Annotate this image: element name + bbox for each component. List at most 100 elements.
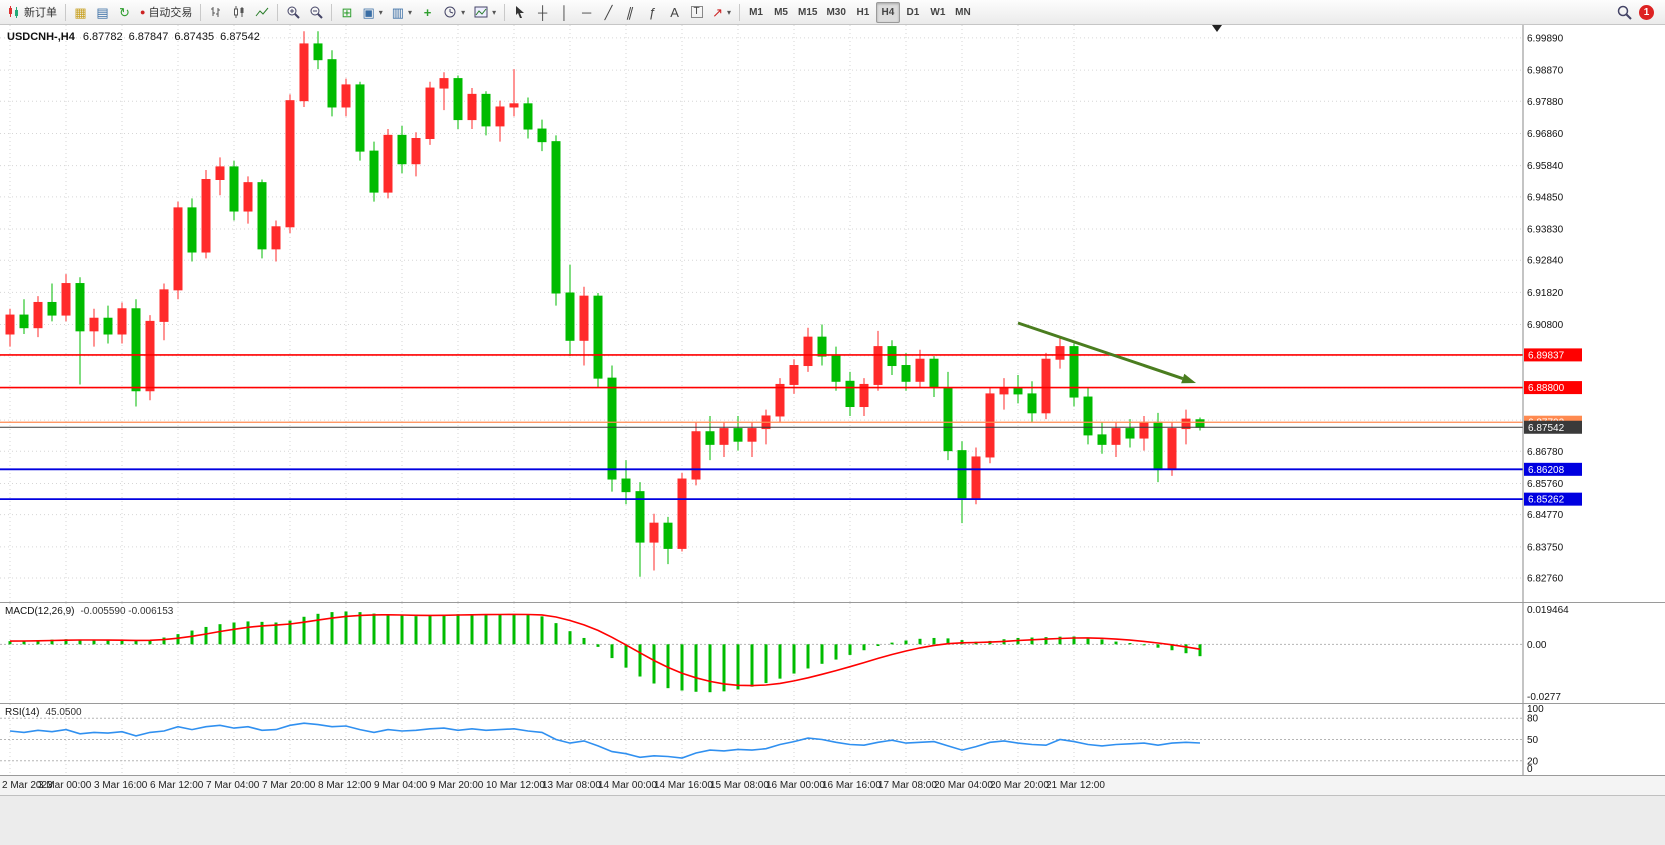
chevron-down-icon: ▾: [492, 7, 497, 17]
svg-text:6.98870: 6.98870: [1527, 66, 1564, 77]
template-button[interactable]: ▾: [470, 2, 500, 23]
price-tag: 6.85262: [1524, 492, 1582, 506]
candles-series: [5, 31, 1205, 577]
text-tool-button[interactable]: A: [664, 2, 685, 23]
close-value: 6.87542: [220, 31, 260, 43]
trendline-button[interactable]: ╱: [598, 2, 619, 23]
candlestick-chart-icon: [234, 6, 244, 18]
svg-text:6.91820: 6.91820: [1527, 288, 1564, 299]
svg-text:6.88800: 6.88800: [1528, 383, 1565, 394]
tile-windows-icon: ⊞: [341, 4, 353, 20]
text-tool-icon: A: [670, 4, 679, 20]
svg-text:6.82760: 6.82760: [1527, 574, 1564, 585]
zoom-out-button[interactable]: [305, 2, 327, 23]
new-chart-button[interactable]: ▦: [70, 2, 91, 23]
low-value: 6.87435: [174, 31, 215, 43]
label-tool-button[interactable]: T: [686, 2, 707, 23]
svg-text:0: 0: [1527, 764, 1533, 775]
arrows-tool-button[interactable]: ↗ ▾: [708, 2, 735, 23]
price-chart-panel[interactable]: 6.99890 6.98870 6.97880 6.96860 6.95840 6.948…: [0, 25, 1665, 603]
timeframe-m1[interactable]: M1: [744, 2, 768, 23]
svg-text:6.95840: 6.95840: [1527, 161, 1564, 172]
arrows-tool-icon: ↗: [712, 4, 723, 20]
channel-button[interactable]: ∥: [620, 2, 641, 23]
bar-chart-button[interactable]: [205, 2, 227, 23]
svg-text:6.86780: 6.86780: [1527, 447, 1564, 458]
cascade-windows-button[interactable]: ▣ ▾: [358, 2, 386, 23]
arrange-windows-button[interactable]: ▥ ▾: [388, 2, 416, 23]
timeframe-h4[interactable]: H4: [875, 1, 900, 23]
zoom-out-icon: [310, 6, 324, 19]
trendline-icon: ╱: [604, 4, 613, 20]
vertical-line-button[interactable]: │: [554, 2, 575, 23]
profiles-button[interactable]: ▤: [92, 2, 113, 23]
time-axis-label: 14 Mar 00:00: [598, 780, 657, 791]
timeframe-w1[interactable]: W1: [926, 2, 950, 23]
time-axis-label: 9 Mar 20:00: [430, 780, 484, 791]
fibonacci-icon: ƒ: [648, 4, 657, 20]
rsi-name: RSI(14): [5, 707, 40, 718]
zoom-in-button[interactable]: [282, 2, 304, 23]
line-chart-icon: [256, 7, 269, 17]
time-axis-label: 9 Mar 04:00: [374, 780, 428, 791]
macd-plot[interactable]: 0.019464 0.00 -0.0277: [0, 603, 1665, 703]
timeframe-m30[interactable]: M30: [822, 2, 849, 23]
fibonacci-button[interactable]: ƒ: [642, 2, 663, 23]
svg-text:6.89837: 6.89837: [1528, 350, 1565, 361]
search-icon[interactable]: [1617, 5, 1632, 20]
svg-text:0.00: 0.00: [1527, 640, 1547, 651]
new-order-button[interactable]: 新订单: [3, 2, 61, 23]
time-axis-label: 3 Mar 00:00: [38, 780, 92, 791]
rsi-label: RSI(14) 45.0500: [5, 707, 82, 718]
notification-badge[interactable]: 1: [1639, 4, 1654, 20]
high-value: 6.87847: [128, 31, 169, 43]
autotrading-button[interactable]: ● 自动交易: [136, 2, 196, 23]
candlestick-chart-button[interactable]: [228, 2, 250, 23]
svg-text:6.96860: 6.96860: [1527, 129, 1564, 140]
vertical-line-icon: │: [560, 4, 569, 20]
svg-text:50: 50: [1527, 735, 1539, 746]
time-axis[interactable]: 2 Mar 2023 3 Mar 00:00 3 Mar 16:00 6 Mar 12…: [0, 776, 1665, 796]
timeframe-h1[interactable]: H1: [851, 2, 875, 23]
candlestick-chart[interactable]: 6.99890 6.98870 6.97880 6.96860 6.95840 6.948…: [0, 25, 1665, 602]
chart-shift-button[interactable]: +: [417, 2, 438, 23]
macd-panel[interactable]: 0.019464 0.00 -0.0277 MACD(12,26,9) -0.0055…: [0, 603, 1665, 704]
toolbar-separator: [200, 3, 202, 21]
time-axis-label: 10 Mar 12:00: [486, 780, 545, 791]
timeframe-mn[interactable]: MN: [951, 2, 975, 23]
svg-text:80: 80: [1527, 714, 1539, 725]
time-axis-label: 8 Mar 12:00: [318, 780, 372, 791]
svg-text:0.019464: 0.019464: [1527, 605, 1569, 616]
rsi-line: [9, 722, 1201, 759]
period-button[interactable]: ▾: [439, 2, 469, 23]
crosshair-button[interactable]: ┼: [532, 2, 553, 23]
trend-arrow-annotation: [1017, 321, 1196, 384]
new-chart-icon: ▦: [74, 4, 87, 20]
svg-text:6.97880: 6.97880: [1527, 97, 1564, 108]
svg-text:6.85262: 6.85262: [1528, 495, 1565, 506]
horizontal-line-button[interactable]: ─: [576, 2, 597, 23]
time-axis-label: 6 Mar 12:00: [150, 780, 204, 791]
refresh-button[interactable]: ↻: [114, 2, 135, 23]
chevron-down-icon: ▾: [378, 7, 383, 17]
cursor-button[interactable]: [509, 2, 531, 23]
rsi-panel[interactable]: 100 80 50 20 0 RSI(14) 45.0500: [0, 704, 1665, 776]
svg-text:6.84770: 6.84770: [1527, 510, 1564, 521]
arrange-windows-icon: ▥: [391, 4, 405, 20]
price-tag: 6.88800: [1524, 381, 1582, 395]
timeframe-m5[interactable]: M5: [769, 2, 793, 23]
new-order-label: 新订单: [24, 7, 57, 19]
cascade-windows-icon: ▣: [362, 4, 375, 20]
tile-windows-button[interactable]: ⊞: [336, 2, 357, 23]
toolbar-separator: [739, 3, 741, 21]
line-chart-button[interactable]: [251, 2, 273, 23]
timeframe-d1[interactable]: D1: [901, 2, 925, 23]
time-axis-label: 13 Mar 08:00: [542, 780, 601, 791]
toolbar-separator: [65, 3, 66, 21]
timeframe-m15[interactable]: M15: [794, 2, 821, 23]
autotrading-status-icon: ●: [140, 6, 146, 17]
chart-shift-marker[interactable]: [1212, 25, 1222, 32]
new-order-icon: [9, 6, 18, 18]
